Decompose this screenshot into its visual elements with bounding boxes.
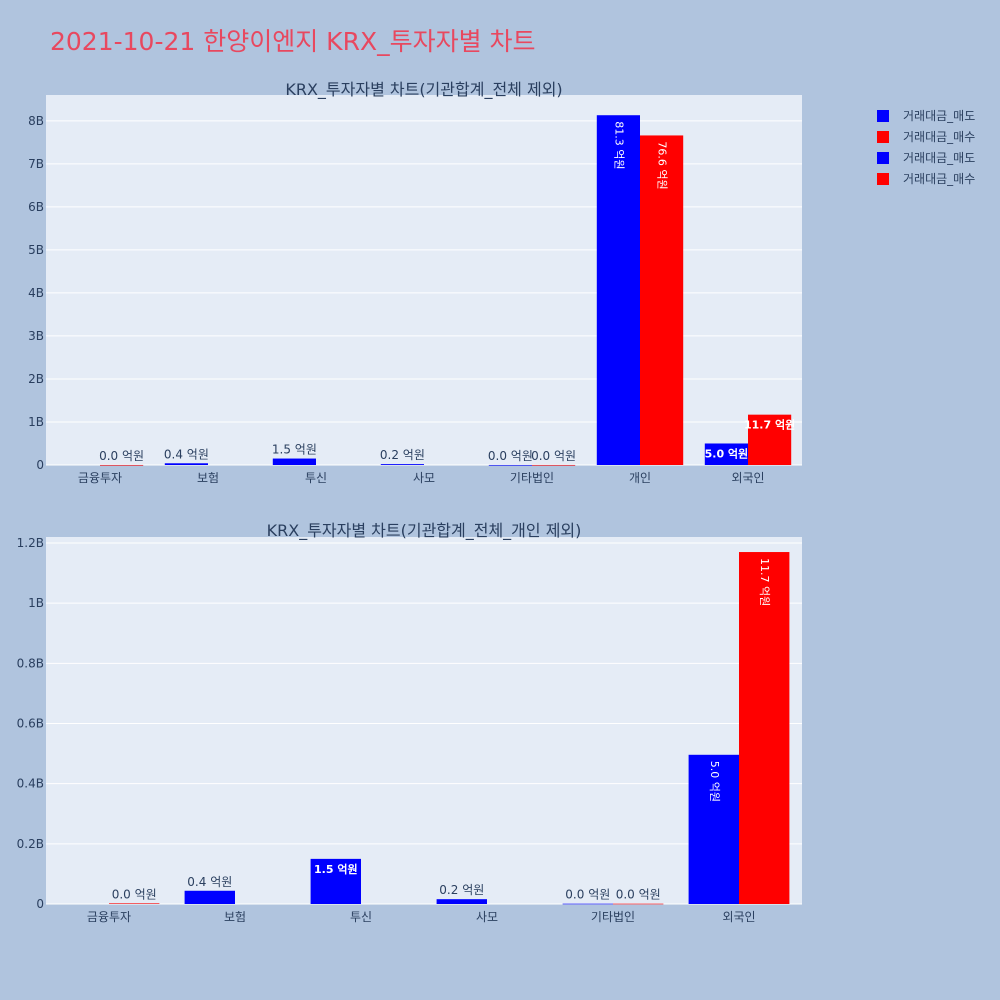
buy-bar-5[interactable] — [613, 903, 664, 905]
sell-bar-5[interactable] — [488, 464, 532, 466]
data-label: 11.7 억원 — [758, 558, 771, 606]
data-label: 0.2 억원 — [380, 448, 425, 462]
data-label: 11.7 억원 — [744, 418, 795, 432]
chart-panel-2: 0 0.2B 0.4B 0.6B 0.8B 1B 1.2B KRX_투자자별 차트(기관합계_… — [17, 521, 802, 924]
buy-bar-7[interactable] — [748, 414, 792, 465]
legend-item[interactable]: 거래대금_매도 — [877, 109, 975, 123]
legend-swatch — [877, 131, 889, 143]
y-tick-label: 0.8B — [17, 656, 44, 670]
x-tick-label: 기타법인 — [510, 471, 554, 485]
y-tick-label: 5B — [28, 243, 44, 257]
legend-item[interactable]: 거래대금_매수 — [877, 130, 975, 144]
data-label: 0.0 억원 — [112, 887, 157, 901]
legend-swatch — [877, 110, 889, 122]
x-tick-label: 보험 — [197, 471, 219, 485]
buy-bar-6[interactable] — [739, 552, 790, 904]
x-tick-label: 사모 — [413, 471, 435, 485]
data-label: 0.2 억원 — [439, 883, 484, 897]
legend-item[interactable]: 거래대금_매도 — [877, 151, 975, 165]
y-tick-label: 0 — [36, 458, 44, 472]
sell-bar-4[interactable] — [436, 899, 487, 904]
x-tick-label: 개인 — [629, 471, 651, 485]
sell-bar-4[interactable] — [380, 464, 424, 465]
legend-item[interactable]: 거래대금_매수 — [877, 172, 975, 186]
sell-bar-6[interactable] — [596, 115, 640, 465]
data-label: 0.0 억원 — [488, 449, 533, 463]
y-tick-label: 8B — [28, 114, 44, 128]
legend-swatch — [877, 173, 889, 185]
x-tick-label: 보험 — [224, 910, 246, 924]
y-tick-label: 0.6B — [17, 717, 44, 731]
sell-bar-3[interactable] — [310, 858, 361, 904]
data-label: 0.4 억원 — [187, 875, 232, 889]
y-tick-label: 1B — [28, 596, 44, 610]
sell-bar-6[interactable] — [688, 754, 739, 904]
buy-bar-5[interactable] — [532, 464, 576, 466]
page-title: 2021-10-21 한양이엔지 KRX_투자자별 차트 — [50, 27, 536, 56]
legend-label: 거래대금_매도 — [903, 109, 975, 123]
data-label: 0.0 억원 — [565, 888, 610, 902]
x-tick-label: 외국인 — [722, 910, 755, 924]
y-tick-label: 1.2B — [17, 536, 44, 550]
plot-area — [46, 95, 802, 465]
legend-label: 거래대금_매도 — [903, 151, 975, 165]
sell-bar-2[interactable] — [184, 890, 235, 904]
x-tick-label: 외국인 — [731, 471, 764, 485]
y-tick-label: 1B — [28, 415, 44, 429]
data-label: 0.0 억원 — [616, 888, 661, 902]
sell-bar-7[interactable] — [704, 443, 748, 465]
data-label: 76.6 억원 — [656, 141, 669, 189]
x-tick-label: 기타법인 — [591, 910, 635, 924]
chart-panel-1: 0 1B 2B 3B 4B 5B 6B 7B 8B KRX_투자자별 차트(기관합계_전체 제외)… — [28, 80, 802, 485]
y-tick-label: 0.4B — [17, 777, 44, 791]
data-label: 1.5 억원 — [314, 862, 358, 876]
sell-bar-3[interactable] — [272, 458, 316, 465]
x-tick-label: 투신 — [305, 471, 327, 485]
chart-title: KRX_투자자별 차트(기관합계_전체 제외) — [285, 80, 562, 100]
buy-bar-6[interactable] — [640, 135, 684, 465]
data-label: 0.4 억원 — [164, 447, 209, 461]
data-label: 0.0 억원 — [531, 449, 576, 463]
x-tick-label: 사모 — [476, 910, 498, 924]
y-tick-label: 7B — [28, 157, 44, 171]
legend-label: 거래대금_매수 — [903, 130, 975, 144]
data-label: 1.5 억원 — [272, 443, 317, 457]
x-tick-label: 투신 — [350, 910, 372, 924]
data-label: 5.0 억원 — [705, 446, 749, 460]
plot-area — [46, 537, 802, 904]
y-tick-label: 0 — [36, 897, 44, 911]
data-label: 0.0 억원 — [99, 449, 144, 463]
legend-swatch — [877, 152, 889, 164]
y-tick-label: 2B — [28, 372, 44, 386]
data-label: 81.3 억원 — [612, 121, 625, 169]
x-tick-label: 금융투자 — [78, 471, 122, 485]
sell-bar-5[interactable] — [562, 903, 613, 905]
y-tick-label: 6B — [28, 200, 44, 214]
sell-bar-2[interactable] — [164, 463, 208, 465]
y-tick-label: 4B — [28, 286, 44, 300]
x-tick-label: 금융투자 — [87, 910, 131, 924]
buy-bar-1[interactable] — [109, 903, 160, 904]
data-label: 5.0 억원 — [708, 761, 721, 802]
y-tick-label: 3B — [28, 329, 44, 343]
legend-label: 거래대금_매수 — [903, 172, 975, 186]
buy-bar-1[interactable] — [100, 464, 144, 466]
chart-title: KRX_투자자별 차트(기관합계_전체_개인 제외) — [267, 521, 582, 541]
y-tick-label: 0.2B — [17, 837, 44, 851]
